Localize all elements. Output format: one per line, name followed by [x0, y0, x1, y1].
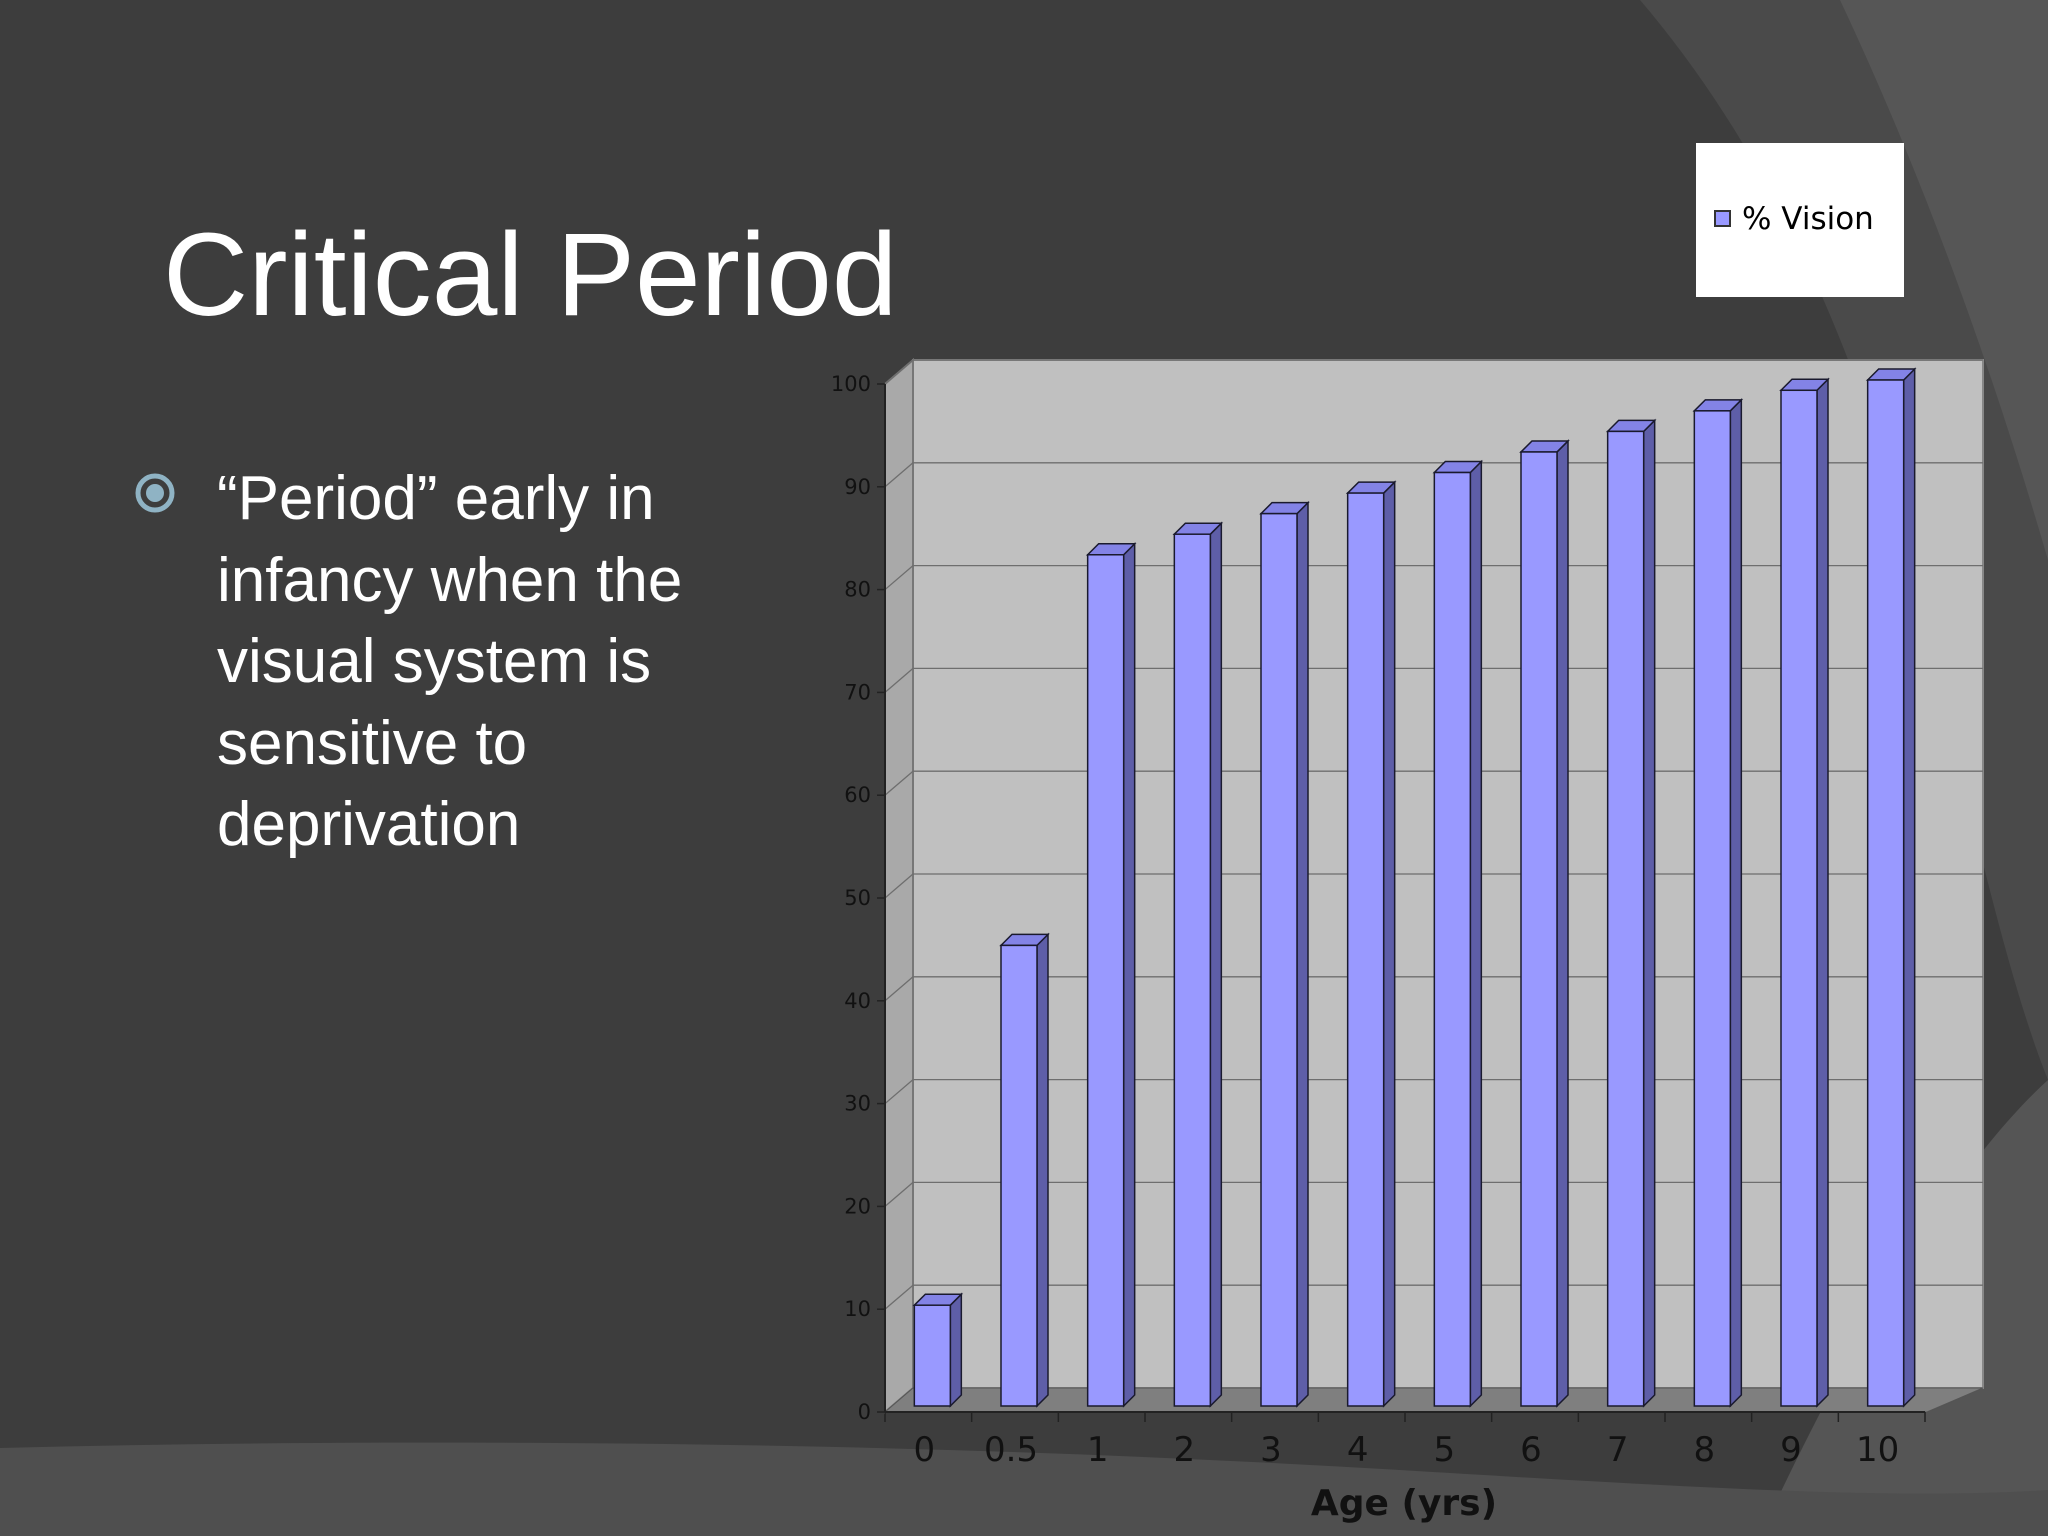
- x-tick-label: 7: [1607, 1430, 1629, 1470]
- x-axis-label: Age (yrs): [1311, 1483, 1497, 1524]
- bar-front: [1260, 512, 1298, 1407]
- bar: [912, 1292, 964, 1408]
- y-tick-label: 40: [844, 989, 871, 1013]
- x-tick-label: 5: [1434, 1430, 1456, 1470]
- y-tick-label: 100: [831, 372, 871, 396]
- bar-side: [949, 1292, 963, 1408]
- x-tick-label: 6: [1520, 1430, 1542, 1470]
- y-tick-label: 50: [844, 886, 871, 910]
- bar-side: [1729, 398, 1743, 1408]
- bar-side: [1642, 418, 1656, 1408]
- bar-side: [1122, 541, 1136, 1408]
- x-tick-label: 0.5: [984, 1430, 1038, 1470]
- bar-front: [1433, 471, 1472, 1407]
- gridline-side: [884, 873, 914, 899]
- x-tick-label: 0: [914, 1430, 936, 1470]
- gridline-side: [884, 565, 914, 591]
- bar-front: [1173, 533, 1212, 1407]
- gridline-side: [884, 1284, 914, 1310]
- y-tick-label: 20: [844, 1194, 871, 1218]
- gridline-side: [884, 359, 914, 385]
- x-tick-label: 9: [1780, 1430, 1802, 1470]
- bar-front: [913, 1304, 952, 1407]
- bullet-circle-icon: [135, 473, 175, 513]
- bar: [1605, 418, 1657, 1408]
- y-tick-label: 60: [844, 783, 871, 807]
- gridline-side: [884, 1181, 914, 1207]
- x-tick-label: 1: [1087, 1430, 1109, 1470]
- y-tick-label: 90: [844, 475, 871, 499]
- bar-side: [1816, 377, 1829, 1408]
- gridline-side: [884, 667, 914, 693]
- y-tick-label: 80: [844, 578, 871, 602]
- chart-legend: % Vision: [1696, 143, 1904, 297]
- bar-front: [1086, 554, 1125, 1407]
- bar: [1345, 480, 1397, 1408]
- bar-front: [1346, 492, 1385, 1407]
- bar-front: [1866, 379, 1905, 1407]
- bar: [1692, 398, 1744, 1408]
- bar: [1779, 377, 1830, 1408]
- bar-side: [1902, 367, 1916, 1408]
- bar-front: [1693, 410, 1732, 1407]
- bar-side: [1209, 521, 1223, 1408]
- legend-swatch: [1714, 210, 1731, 227]
- y-tick-label: 30: [844, 1092, 871, 1116]
- slide-title: Critical Period: [163, 209, 898, 341]
- bar: [1085, 541, 1137, 1408]
- bar-front: [1520, 451, 1558, 1407]
- bar-side: [1556, 439, 1569, 1408]
- bar-front: [1780, 389, 1818, 1407]
- gridline-side: [884, 976, 914, 1002]
- bar-front: [1000, 944, 1038, 1407]
- bar: [1432, 459, 1484, 1408]
- y-axis-ticks: 0 10 20 30 40 50 60 70 80 90 100: [831, 372, 886, 1424]
- bar-side: [1469, 459, 1483, 1408]
- bars: [912, 367, 1917, 1408]
- x-tick-label: 10: [1856, 1430, 1899, 1470]
- gridline-side: [884, 1079, 914, 1105]
- bar-front: [1606, 430, 1645, 1407]
- x-tick-label: 4: [1347, 1430, 1369, 1470]
- x-axis-ticks: 0 0.5 1 2 3 4 5 6 7 8 9 10: [884, 1411, 1926, 1470]
- legend-label: % Vision: [1742, 201, 1874, 237]
- bullet-text: “Period” early in infancy when the visua…: [217, 464, 683, 859]
- bar: [1259, 500, 1310, 1408]
- bar: [1865, 367, 1917, 1408]
- gridline-side: [884, 462, 914, 488]
- bar-side: [1296, 500, 1309, 1408]
- bar: [999, 932, 1050, 1408]
- bar-side: [1036, 932, 1049, 1408]
- bar-side: [1382, 480, 1396, 1408]
- gridline-side: [884, 770, 914, 796]
- y-tick-label: 0: [858, 1400, 871, 1424]
- y-tick-label: 10: [844, 1297, 871, 1321]
- x-tick-label: 2: [1174, 1430, 1196, 1470]
- bar: [1172, 521, 1224, 1408]
- x-tick-label: 8: [1694, 1430, 1716, 1470]
- y-tick-label: 70: [844, 680, 871, 704]
- bar: [1519, 439, 1570, 1408]
- x-tick-label: 3: [1260, 1430, 1282, 1470]
